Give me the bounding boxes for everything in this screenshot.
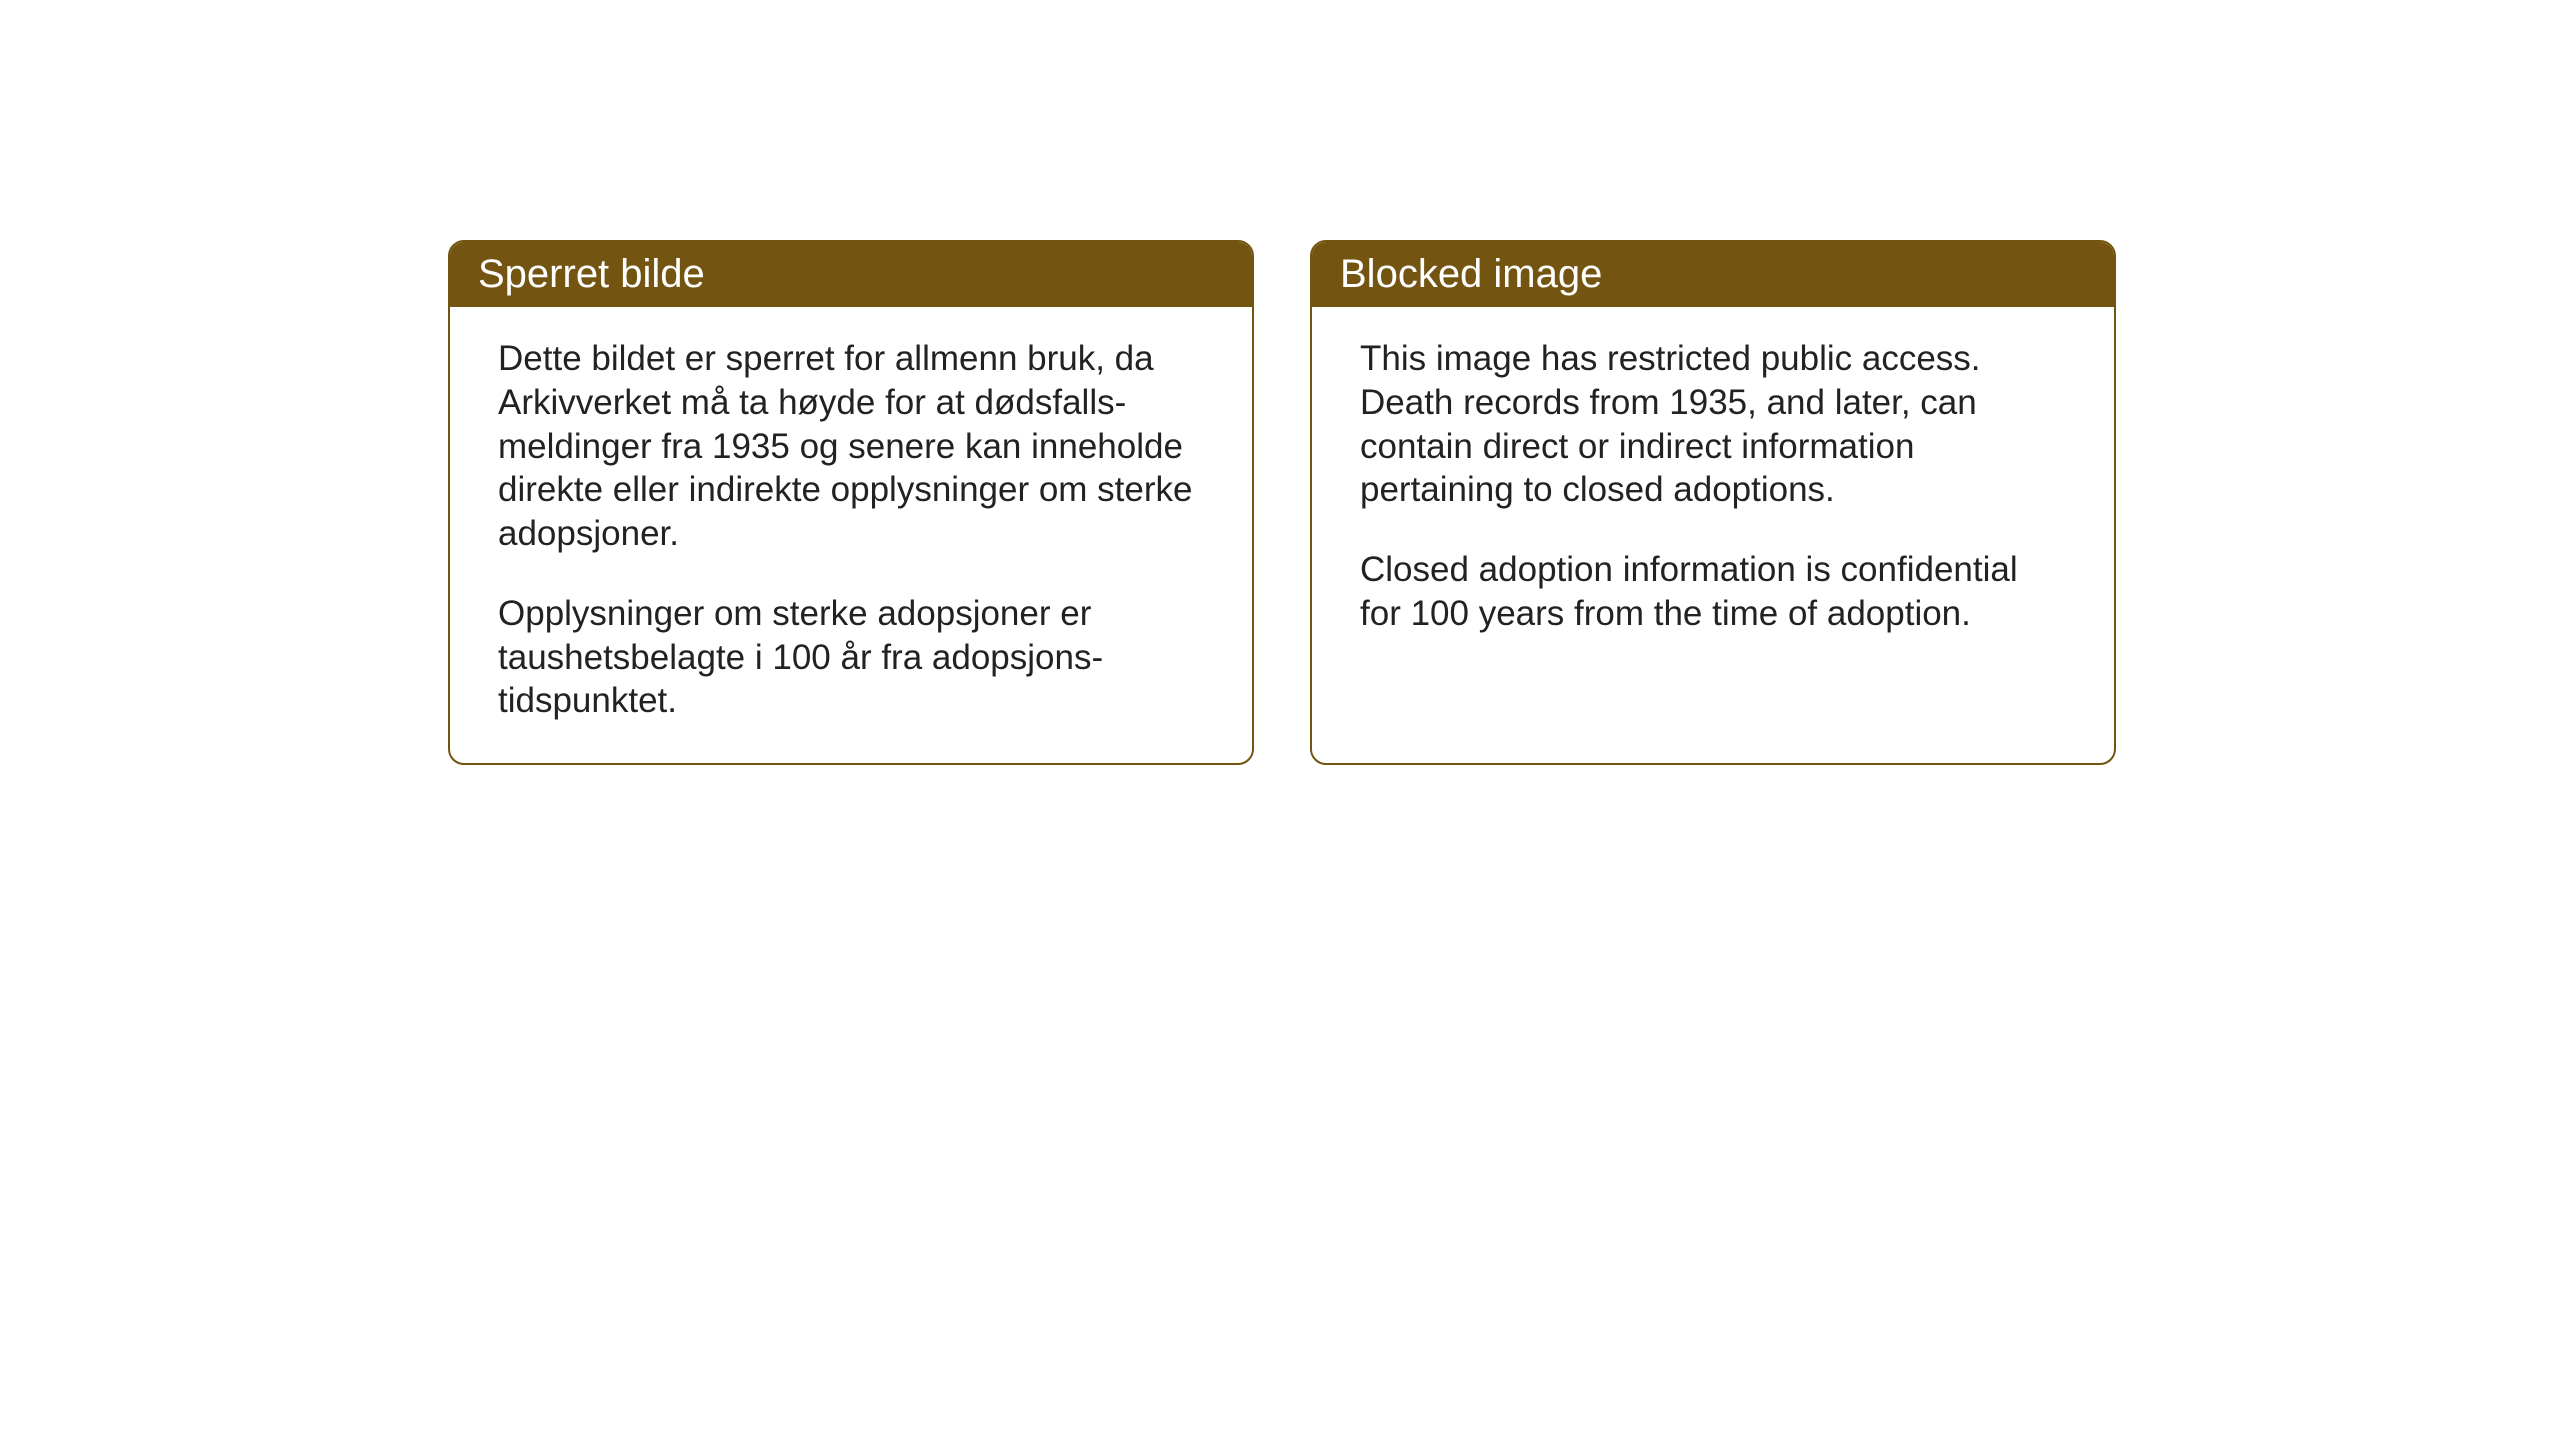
card-paragraph2-norwegian: Opplysninger om sterke adopsjoner er tau…	[498, 592, 1204, 723]
card-title-norwegian: Sperret bilde	[478, 252, 705, 296]
card-paragraph1-norwegian: Dette bildet er sperret for allmenn bruk…	[498, 337, 1204, 556]
card-body-norwegian: Dette bildet er sperret for allmenn bruk…	[450, 307, 1252, 763]
card-paragraph2-english: Closed adoption information is confident…	[1360, 548, 2066, 636]
card-body-english: This image has restricted public access.…	[1312, 307, 2114, 676]
card-paragraph1-english: This image has restricted public access.…	[1360, 337, 2066, 512]
card-header-norwegian: Sperret bilde	[450, 242, 1252, 307]
card-header-english: Blocked image	[1312, 242, 2114, 307]
notice-card-english: Blocked image This image has restricted …	[1310, 240, 2116, 765]
notice-card-norwegian: Sperret bilde Dette bildet er sperret fo…	[448, 240, 1254, 765]
notice-container: Sperret bilde Dette bildet er sperret fo…	[448, 240, 2116, 765]
card-title-english: Blocked image	[1340, 252, 1602, 296]
